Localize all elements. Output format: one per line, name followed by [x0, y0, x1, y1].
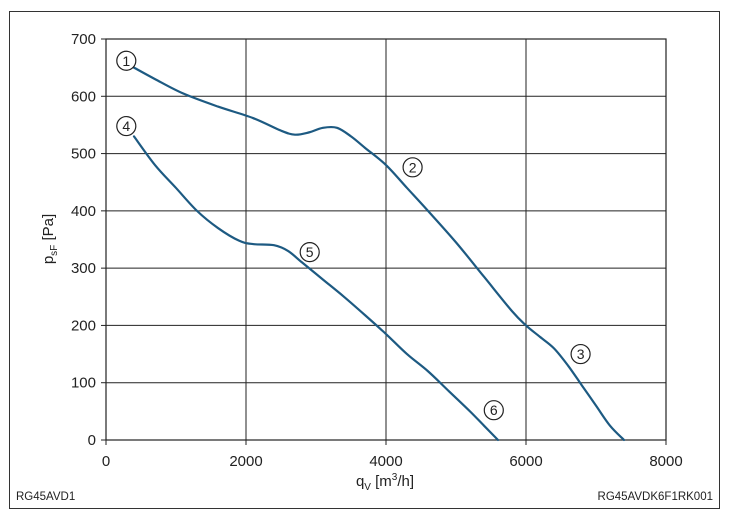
x-tick-label: 2000	[229, 453, 262, 470]
series-line-1	[132, 66, 626, 442]
y-tick-label: 100	[71, 375, 96, 392]
marker-circle	[483, 400, 504, 421]
marker-circle	[116, 115, 137, 137]
curve-marker-4: 4	[116, 115, 137, 137]
outer-frame	[9, 11, 720, 509]
marker-number: 4	[122, 118, 130, 134]
x-tick-label: 8000	[649, 453, 682, 470]
curve-marker-5: 5	[299, 242, 320, 263]
marker-circle	[570, 343, 591, 365]
footer-left-label: RG45AVD1	[16, 491, 75, 503]
marker-number: 3	[577, 346, 585, 362]
x-tick-label: 4000	[369, 453, 402, 470]
y-tick-label: 500	[71, 146, 96, 163]
curve-marker-6: 6	[483, 400, 504, 421]
y-tick-label: 400	[71, 203, 96, 220]
series-layer	[132, 66, 626, 442]
marker-number: 5	[306, 244, 314, 260]
y-tick-label: 600	[71, 88, 96, 105]
marker-circle	[116, 50, 137, 71]
y-tick-label: 200	[71, 317, 96, 334]
y-tick-label: 700	[71, 31, 96, 48]
marker-number: 1	[122, 53, 130, 69]
curve-marker-2: 2	[402, 157, 423, 178]
marker-circle	[402, 157, 423, 178]
footer-right-label: RG45AVDK6F1RK001	[598, 491, 713, 503]
x-axis-label: qV [m3/h]	[356, 472, 414, 493]
x-tick-label: 6000	[509, 453, 542, 470]
y-tick-label: 0	[88, 432, 96, 449]
marker-number: 2	[409, 159, 417, 175]
marker-layer: 1 2 3 4 5 6	[116, 50, 591, 421]
tick-layer: 0 2000 4000 6000 8000 0 100 200 300 400 500 600 700	[71, 31, 683, 470]
y-tick-label: 300	[71, 260, 96, 277]
marker-number: 6	[490, 402, 498, 418]
curve-marker-3: 3	[570, 343, 591, 365]
curve-marker-1: 1	[116, 50, 137, 71]
x-tick-label: 0	[102, 453, 110, 470]
marker-circle	[299, 242, 320, 263]
series-line-2	[132, 135, 500, 442]
